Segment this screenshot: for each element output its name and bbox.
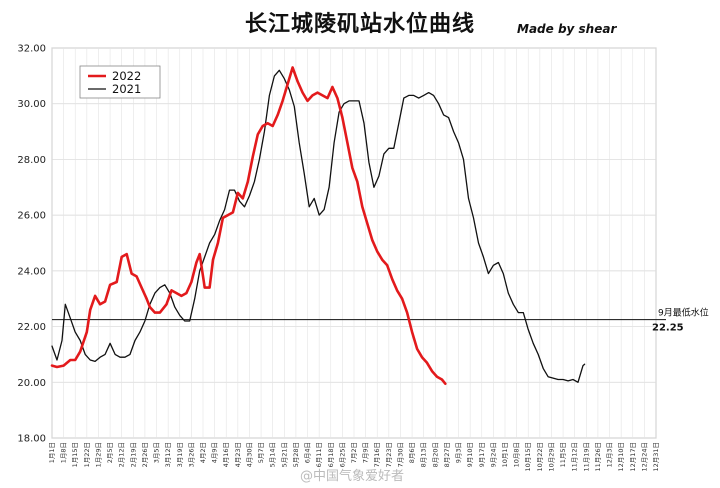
x-tick-label: 10月15日 [524, 442, 532, 472]
x-tick-label: 12月10日 [617, 442, 625, 472]
x-tick-label: 5月14日 [269, 442, 277, 467]
x-tick-label: 3月12日 [164, 442, 172, 467]
y-tick-label: 28.00 [17, 155, 46, 166]
annotation-label: 9月最低水位 [658, 307, 709, 319]
x-tick-label: 6月4日 [304, 442, 312, 463]
x-tick-label: 3月26日 [187, 442, 195, 467]
y-tick-label: 32.00 [17, 44, 46, 55]
x-tick-label: 9月10日 [466, 442, 474, 467]
x-tick-label: 9月3日 [455, 442, 463, 463]
watermark: @中国气象爱好者 [300, 469, 405, 484]
x-tick-label: 2月5日 [106, 442, 114, 463]
y-tick-label: 26.00 [17, 211, 46, 222]
legend-box [79, 65, 161, 99]
x-tick-label: 3月19日 [176, 442, 184, 467]
x-tick-label: 1月22日 [83, 442, 91, 467]
legend-label-2022: 2022 [112, 69, 141, 83]
x-tick-label: 6月18日 [327, 442, 335, 467]
x-tick-label: 12月17日 [629, 442, 637, 472]
y-tick-label: 30.00 [17, 99, 46, 110]
x-tick-label: 1月29日 [94, 442, 102, 467]
x-tick-label: 12月31日 [652, 442, 660, 472]
x-tick-label: 6月11日 [315, 442, 323, 467]
x-tick-label: 3月5日 [153, 442, 161, 463]
x-tick-label: 10月8日 [513, 442, 521, 467]
x-tick-label: 4月16日 [222, 442, 230, 467]
x-tick-label: 1月15日 [71, 442, 79, 467]
x-tick-label: 4月9日 [211, 442, 219, 463]
x-tick-label: 12月24日 [640, 442, 648, 472]
x-tick-label: 7月16日 [373, 442, 381, 467]
x-tick-label: 7月23日 [385, 442, 393, 467]
x-tick-label: 1月1日 [48, 442, 56, 463]
x-tick-label: 10月22日 [536, 442, 544, 472]
chart-title: 长江城陵矶站水位曲线 [244, 12, 475, 37]
x-tick-label: 1月8日 [60, 442, 68, 463]
x-tick-label: 7月30日 [396, 442, 404, 467]
credit-label: Made by shear [517, 22, 617, 36]
x-tick-label: 4月2日 [199, 442, 207, 463]
legend-label-2021: 2021 [112, 82, 141, 96]
y-tick-label: 18.00 [17, 434, 46, 445]
x-tick-label: 11月12日 [571, 442, 579, 472]
y-tick-label: 20.00 [17, 378, 46, 389]
x-tick-label: 8月27日 [443, 442, 451, 467]
annotation-value: 22.25 [652, 323, 684, 334]
series-line-2021 [51, 69, 586, 383]
x-tick-label: 4月30日 [245, 442, 253, 467]
x-tick-label: 2月26日 [141, 442, 149, 467]
x-tick-label: 9月17日 [478, 442, 486, 467]
x-tick-label: 6月25日 [338, 442, 346, 467]
x-tick-label: 11月19日 [582, 442, 590, 472]
x-tick-label: 10月1日 [501, 442, 509, 467]
x-tick-label: 9月24日 [489, 442, 497, 467]
y-tick-label: 22.00 [17, 322, 46, 333]
x-tick-label: 8月13日 [420, 442, 428, 467]
x-tick-label: 2月19日 [129, 442, 137, 467]
x-tick-label: 10月29日 [547, 442, 555, 472]
x-tick-label: 11月26日 [594, 442, 602, 472]
y-tick-label: 24.00 [17, 266, 46, 277]
x-tick-label: 12月3日 [606, 442, 614, 467]
series-line-2022 [50, 66, 447, 385]
x-tick-label: 7月2日 [350, 442, 358, 463]
x-tick-label: 5月7日 [257, 442, 265, 463]
x-tick-label: 11月5日 [559, 442, 567, 467]
x-tick-label: 2月12日 [118, 442, 126, 467]
x-tick-label: 5月28日 [292, 442, 300, 467]
x-tick-label: 8月6日 [408, 442, 416, 463]
x-tick-label: 5月21日 [280, 442, 288, 467]
x-tick-label: 7月9日 [362, 442, 370, 463]
x-tick-label: 4月23日 [234, 442, 242, 467]
x-tick-label: 8月20日 [431, 442, 439, 467]
